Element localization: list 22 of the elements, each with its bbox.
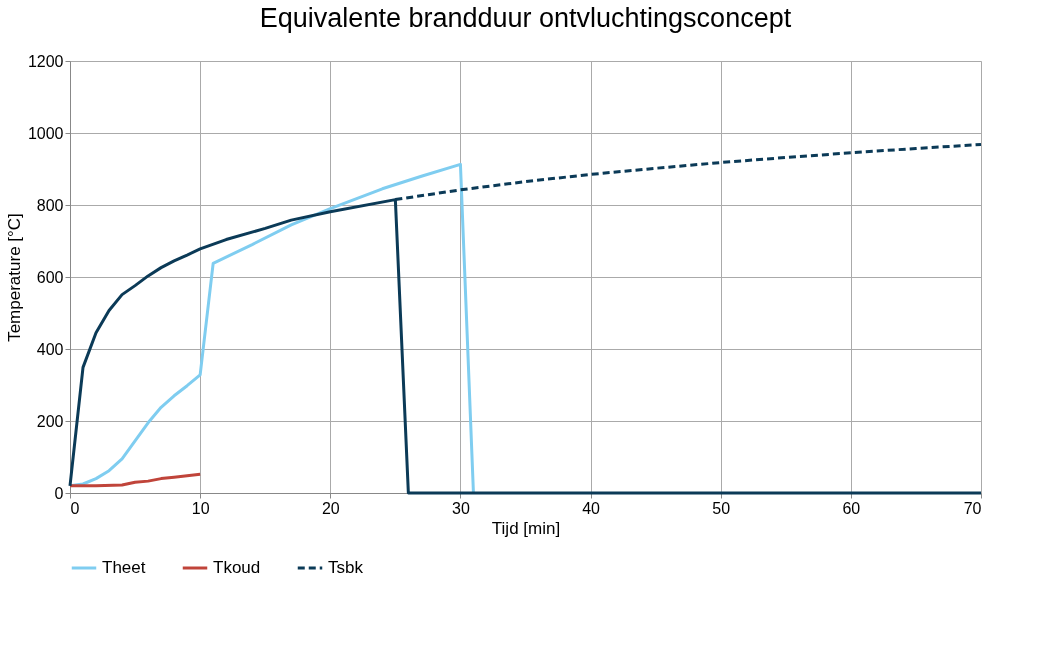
y-tick-label: 400 xyxy=(36,340,64,358)
y-tick-label: 0 xyxy=(54,484,64,502)
x-axis-title: Tijd [min] xyxy=(491,518,561,538)
y-tick-label: 800 xyxy=(36,196,64,214)
legend-label: Tsbk xyxy=(328,558,364,577)
legend-label: Theet xyxy=(102,558,146,577)
y-axis-title: Temperature [°C] xyxy=(4,213,24,342)
x-tick-label: 70 xyxy=(963,499,982,517)
x-tick-label: 10 xyxy=(191,499,210,517)
x-tick-label: 40 xyxy=(582,499,601,517)
chart-title: Equivalente brandduur ontvluchtingsconcept xyxy=(259,3,792,33)
x-tick-label: 20 xyxy=(321,499,340,517)
y-tick-label: 1200 xyxy=(27,52,64,70)
y-tick-label: 1000 xyxy=(27,124,64,142)
x-tick-label: 50 xyxy=(712,499,731,517)
legend-label: Tkoud xyxy=(213,558,261,577)
x-tick-label: 0 xyxy=(70,499,80,517)
x-tick-label: 60 xyxy=(842,499,861,517)
line-series xyxy=(68,472,202,488)
y-tick-label: 200 xyxy=(36,412,64,430)
x-tick-label: 30 xyxy=(452,499,470,517)
y-tick-label: 600 xyxy=(36,268,64,286)
